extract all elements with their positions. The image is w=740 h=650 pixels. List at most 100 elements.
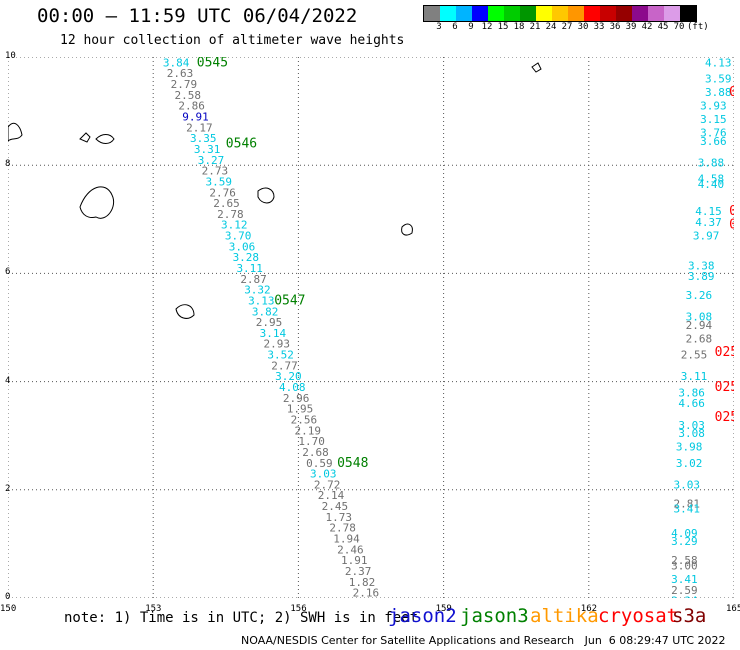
track1-swh-value: 3.84 bbox=[163, 57, 190, 69]
track1-swh-value: 2.93 bbox=[264, 338, 291, 351]
track2-swh-value: 3.86 bbox=[678, 386, 705, 399]
colorbar-swatch bbox=[584, 6, 600, 21]
track2-swh-value: 2.58 bbox=[671, 554, 698, 567]
legend-s3a: s3a bbox=[672, 605, 707, 627]
footnote: note: 1) Time is in UTC; 2) SWH is in fe… bbox=[64, 610, 419, 626]
map-title: 00:00 — 11:59 UTC 06/04/2022 bbox=[37, 5, 358, 27]
track2-swh-value: 2.68 bbox=[686, 332, 713, 345]
track1-swh-value: 1.91 bbox=[341, 554, 368, 567]
y-tick-label: 6 bbox=[5, 267, 11, 278]
colorbar-swatch bbox=[568, 6, 584, 21]
colorbar-label: 3 bbox=[436, 22, 442, 32]
track2-swh-value: 2.55 bbox=[681, 349, 708, 362]
track2-swh-value: 3.97 bbox=[693, 230, 720, 243]
map-frame: 3.84 2.63 2.79 2.58 2.86 9.91 2.17 3.35 3.31 3.27… bbox=[8, 57, 734, 598]
x-tick-label: 156 bbox=[290, 604, 307, 614]
track2-time-label: 02 bbox=[729, 218, 734, 233]
track2-swh-value: 4.40 bbox=[698, 178, 725, 191]
track2-time-label: 02 bbox=[729, 204, 734, 219]
track2-swh-value: 3.66 bbox=[700, 135, 727, 148]
island-outline bbox=[175, 304, 195, 319]
track1-swh-value: 2.17 bbox=[186, 121, 213, 134]
track1-swh-value: 3.27 bbox=[198, 154, 225, 167]
track1-swh-value: 3.06 bbox=[229, 240, 256, 253]
track1-swh-value: 3.13 bbox=[248, 294, 275, 307]
track1-swh-value: 2.35 bbox=[356, 597, 383, 598]
x-tick-label: 153 bbox=[145, 604, 162, 614]
track2-swh-value: 2.59 bbox=[671, 584, 698, 597]
island-outline bbox=[79, 132, 91, 143]
track2-swh-value: 3.03 bbox=[674, 478, 701, 491]
track2-swh-value: 3.89 bbox=[688, 270, 715, 283]
track2-swh-value: 3.26 bbox=[686, 289, 713, 302]
track1-swh-value: 3.35 bbox=[190, 132, 217, 145]
island-outline bbox=[257, 187, 275, 204]
legend-cryosat: cryosat bbox=[598, 605, 679, 627]
track1-swh-value: 2.76 bbox=[209, 186, 236, 199]
track1-swh-value: 2.14 bbox=[318, 489, 345, 502]
track2-swh-value: 3.29 bbox=[671, 535, 698, 548]
track1-swh-value: 2.78 bbox=[217, 208, 244, 221]
colorbar-label: 36 bbox=[609, 22, 621, 32]
track2-swh-value: 4.66 bbox=[678, 397, 705, 410]
track2-swh-value: 4.13 bbox=[705, 57, 732, 69]
colorbar-swatch bbox=[664, 6, 680, 21]
track2-swh-value: 4.58 bbox=[698, 173, 725, 186]
island-outline bbox=[531, 62, 542, 73]
track2-swh-value: 3.88 bbox=[705, 86, 732, 99]
track2-swh-value: 3.88 bbox=[698, 156, 725, 169]
track2-swh-value: 3.03 bbox=[678, 419, 705, 432]
colorbar-swatch bbox=[536, 6, 552, 21]
track1-swh-value: 3.28 bbox=[233, 251, 259, 264]
legend-jason2: jason2 bbox=[388, 605, 457, 627]
track1-swh-value: 2.45 bbox=[322, 500, 349, 513]
track1-swh-value: 2.87 bbox=[240, 273, 267, 286]
colorbar-swatch bbox=[680, 6, 696, 21]
colorbar-label: 9 bbox=[468, 22, 474, 32]
track2-swh-value: 3.08 bbox=[678, 427, 705, 440]
track1-swh-value: 3.11 bbox=[236, 262, 263, 275]
colorbar-label: 42 bbox=[641, 22, 653, 32]
island-outline bbox=[8, 122, 23, 142]
track1-swh-value: 2.19 bbox=[295, 424, 322, 437]
track1-swh-value: 3.31 bbox=[194, 143, 221, 156]
legend-jason3: jason3 bbox=[460, 605, 529, 627]
colorbar-label: 24 bbox=[545, 22, 557, 32]
x-tick-label: 165 bbox=[726, 604, 740, 614]
colorbar-label: 6 bbox=[452, 22, 458, 32]
track1-swh-value: 1.73 bbox=[326, 511, 353, 524]
track1-swh-value: 3.82 bbox=[252, 305, 279, 318]
colorbar-label: 15 bbox=[497, 22, 509, 32]
map-subtitle: 12 hour collection of altimeter wave hei… bbox=[60, 33, 405, 48]
colorbar-swatch bbox=[520, 6, 536, 21]
colorbar-swatch bbox=[472, 6, 488, 21]
track1-swh-value: 2.63 bbox=[167, 67, 194, 80]
colorbar-swatch bbox=[424, 6, 440, 21]
y-tick-label: 0 bbox=[5, 592, 11, 602]
track1-swh-value: 2.58 bbox=[174, 89, 201, 102]
track2-swh-value: 3.76 bbox=[700, 127, 727, 140]
y-tick-label: 2 bbox=[5, 483, 11, 494]
legend-altika: altika bbox=[530, 605, 599, 627]
colorbar-swatch bbox=[552, 6, 568, 21]
track1-swh-value: 0.59 bbox=[306, 457, 333, 470]
track2-swh-value: 3.98 bbox=[676, 441, 703, 454]
track2-swh-value: 3.11 bbox=[681, 370, 708, 383]
track1-swh-value: 2.79 bbox=[171, 78, 198, 91]
track2-swh-value: 3.34 bbox=[671, 595, 698, 598]
credit-line: NOAA/NESDIS Center for Satellite Applica… bbox=[241, 634, 726, 647]
track1-swh-value: 1.82 bbox=[349, 576, 376, 589]
colorbar-swatch bbox=[600, 6, 616, 21]
track1-swh-value: 2.73 bbox=[202, 165, 229, 178]
colorbar-swatch bbox=[632, 6, 648, 21]
colorbar-label: 18 bbox=[513, 22, 525, 32]
track1-swh-value: 3.03 bbox=[310, 468, 337, 481]
wave-height-colorbar bbox=[423, 5, 697, 22]
track1-swh-value: 3.20 bbox=[275, 370, 302, 383]
colorbar-swatch bbox=[440, 6, 456, 21]
track2-time-label: 0259 bbox=[715, 410, 734, 425]
island-outline bbox=[401, 223, 413, 236]
island-outline bbox=[95, 134, 115, 144]
colorbar-label: 39 bbox=[625, 22, 637, 32]
y-tick-label: 8 bbox=[5, 159, 11, 170]
